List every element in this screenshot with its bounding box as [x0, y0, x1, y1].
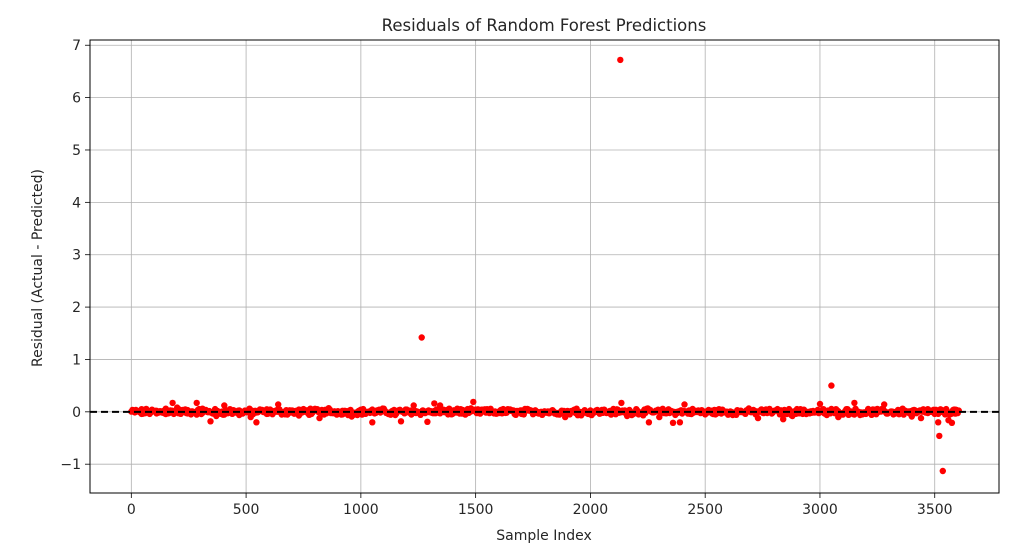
plot-frame: [89, 39, 1000, 494]
residual-point: [669, 419, 677, 426]
residual-point: [573, 405, 580, 412]
residual-point: [247, 413, 254, 421]
y-tick-label: 0: [72, 405, 81, 421]
residual-point: [504, 406, 511, 413]
y-tick-label: 6: [72, 91, 81, 107]
residual-point: [436, 402, 444, 409]
residual-point: [454, 405, 461, 412]
residual-point: [193, 399, 200, 407]
x-axis-ticks: 0 500 1000 1500 2000 2500 3000 3500: [127, 493, 953, 518]
residual-point: [617, 56, 624, 64]
residual-point: [562, 413, 569, 421]
residual-point: [169, 399, 176, 407]
residual-point: [851, 399, 858, 407]
residual-point: [931, 410, 938, 418]
x-tick-label: 0: [127, 502, 136, 518]
residual-point: [339, 407, 346, 414]
residual-point: [948, 419, 956, 426]
residual-point: [162, 405, 169, 412]
x-tick-label: 1000: [343, 502, 379, 518]
residual-point: [835, 413, 842, 421]
residual-point: [470, 398, 477, 406]
residual-point: [633, 406, 640, 413]
y-tick-label: 2: [72, 300, 81, 316]
residual-point: [681, 401, 688, 408]
residual-point: [936, 432, 943, 440]
y-axis-ticks: −1 0 1 2 3 4 5 6 7: [60, 38, 90, 473]
residual-point: [207, 418, 214, 425]
x-tick-label: 2000: [573, 502, 609, 518]
residual-point: [392, 411, 399, 419]
residual-point: [431, 400, 438, 407]
residual-point: [174, 404, 181, 411]
x-tick-label: 3500: [917, 502, 953, 518]
residual-point: [424, 418, 431, 425]
residual-point: [844, 406, 851, 413]
residual-point: [828, 382, 835, 389]
y-tick-label: 3: [72, 248, 81, 264]
residual-point: [316, 414, 323, 422]
residual-point: [780, 416, 787, 423]
residual-point: [213, 412, 220, 420]
residual-point: [545, 409, 553, 417]
residual-point: [754, 414, 762, 422]
residual-point: [715, 406, 723, 413]
y-tick-label: 7: [72, 38, 81, 54]
residual-point: [348, 413, 355, 420]
y-tick-label: 5: [72, 143, 81, 159]
residual-point: [226, 406, 234, 413]
residual-point: [418, 334, 425, 341]
residual-point: [881, 401, 888, 408]
x-tick-label: 500: [233, 502, 260, 518]
chart-title: Residuals of Random Forest Predictions: [382, 16, 707, 35]
residual-point: [618, 399, 625, 407]
residual-point: [823, 411, 830, 419]
x-tick-label: 2500: [687, 502, 723, 518]
x-tick-label: 3000: [802, 502, 838, 518]
residual-point: [380, 405, 387, 412]
y-tick-label: 1: [72, 352, 81, 368]
residual-point: [645, 419, 653, 426]
y-tick-label: 4: [72, 195, 81, 211]
residual-point: [623, 412, 631, 420]
residual-point: [236, 411, 243, 419]
residual-point: [908, 413, 915, 420]
residual-point: [917, 414, 925, 422]
residual-point: [656, 413, 663, 421]
residual-point: [610, 409, 617, 417]
residual-point: [147, 407, 154, 414]
residual-point: [816, 400, 824, 408]
residual-point: [410, 402, 417, 409]
residual-point: [275, 401, 282, 408]
residual-point: [199, 405, 206, 412]
residual-point: [221, 402, 228, 409]
residual-point: [766, 407, 773, 414]
residual-point: [307, 405, 314, 412]
residual-point: [935, 419, 942, 426]
residual-point: [325, 405, 332, 412]
residual-point: [295, 412, 303, 419]
residual-point: [253, 419, 260, 426]
residual-point: [939, 467, 946, 475]
residual-point: [676, 419, 684, 426]
residual-point: [789, 412, 796, 420]
residual-point: [397, 418, 405, 425]
residual-point: [924, 406, 931, 413]
residual-point: [899, 405, 906, 412]
residual-point: [369, 419, 376, 426]
y-tick-label: −1: [60, 457, 81, 473]
x-axis-label: Sample Index: [496, 528, 591, 544]
residual-point: [729, 411, 736, 419]
y-axis-label: Residual (Actual - Predicted): [30, 169, 46, 367]
x-tick-label: 1500: [458, 502, 494, 518]
